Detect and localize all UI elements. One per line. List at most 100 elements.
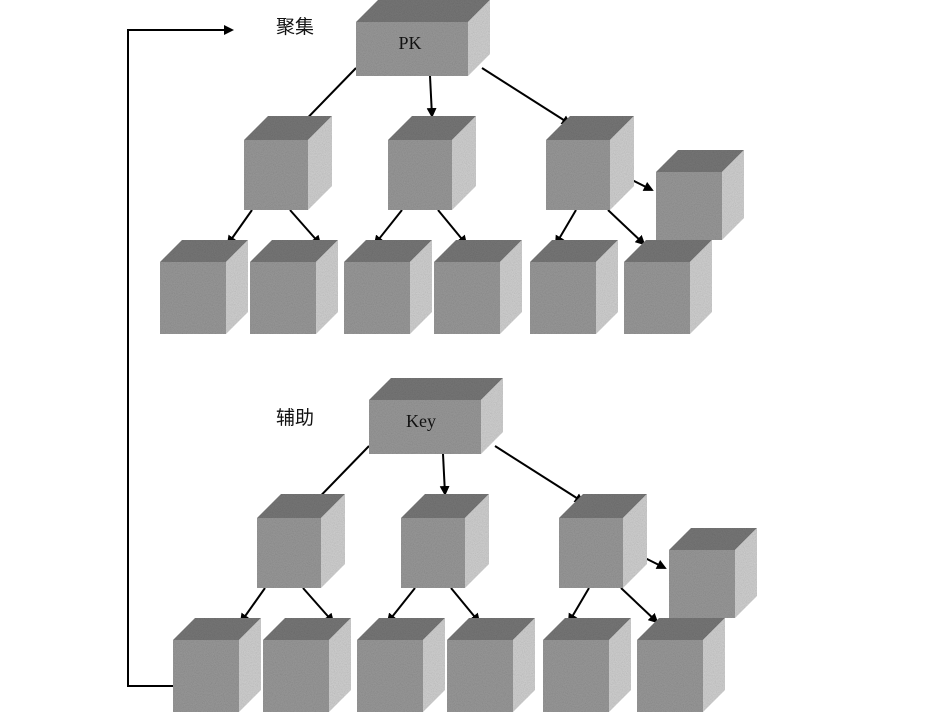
secondary-leaf-node: [543, 618, 631, 712]
cube-side-face: [468, 0, 490, 76]
cube-front-face: [357, 640, 423, 712]
secondary-edge-inner-to-leaf: [567, 587, 590, 624]
cube-side-face: [316, 240, 338, 334]
cube-top-face: [669, 528, 757, 550]
cube-side-face: [609, 618, 631, 712]
cube-front-face: [369, 400, 481, 454]
cube-side-face: [239, 618, 261, 712]
clustered-edge-root-to-inner: [481, 67, 572, 126]
clustered-leaf-node: [250, 240, 338, 334]
cube-front-face: [401, 518, 465, 588]
cube-front-face: [356, 22, 468, 76]
cube-front-face: [263, 640, 329, 712]
cube-side-face: [410, 240, 432, 334]
clustered-edge-inner-to-leaf: [554, 209, 577, 246]
secondary-edge-root-to-inner: [439, 453, 450, 496]
clustered-leaf-node: [530, 240, 618, 334]
cube-front-face: [160, 262, 226, 334]
cube-top-face: [173, 618, 261, 640]
cube-top-face: [656, 150, 744, 172]
cube-top-face: [344, 240, 432, 262]
cube-side-face: [596, 240, 618, 334]
cube-front-face: [447, 640, 513, 712]
clustered-root-text: PK: [398, 33, 421, 53]
cube-top-face: [369, 378, 503, 400]
cube-side-face: [722, 150, 744, 240]
clustered-leaf-node: [160, 240, 248, 334]
cube-top-face: [401, 494, 489, 518]
clustered-edge-inner-to-leaf: [289, 209, 322, 246]
secondary-edge-inner-to-leaf: [302, 587, 335, 624]
cube-side-face: [735, 528, 757, 618]
cube-side-face: [623, 494, 647, 588]
secondary-root-text: Key: [406, 411, 436, 431]
clustered-inner-node: [388, 116, 476, 210]
cube-front-face: [669, 550, 735, 618]
cube-top-face: [160, 240, 248, 262]
secondary-root-node: [369, 378, 503, 454]
secondary-edge-inner-to-leaf: [450, 587, 481, 624]
cube-top-face: [530, 240, 618, 262]
clustered-leaf-node: [624, 240, 712, 334]
secondary-edge-inner-to-leaf: [620, 587, 659, 624]
secondary-inner-node: [559, 494, 647, 588]
clustered-edge-inner-to-leaf: [607, 209, 646, 246]
secondary-inner-node: [401, 494, 489, 588]
cube-side-face: [465, 494, 489, 588]
clustered-edge-root-to-inner: [426, 75, 437, 118]
cube-top-face: [250, 240, 338, 262]
cube-front-face: [559, 518, 623, 588]
cube-front-face: [388, 140, 452, 210]
cube-side-face: [513, 618, 535, 712]
cube-top-face: [559, 494, 647, 518]
cube-top-face: [624, 240, 712, 262]
cube-side-face: [481, 378, 503, 454]
secondary-leaf-node: [447, 618, 535, 712]
cube-side-face: [690, 240, 712, 334]
cube-side-face: [423, 618, 445, 712]
clustered-index-label: 聚集: [276, 16, 314, 38]
clustered-root-node: [356, 0, 490, 76]
cube-top-face: [546, 116, 634, 140]
cube-front-face: [543, 640, 609, 712]
secondary-edge-root-to-inner: [494, 445, 585, 504]
secondary-leaf-node: [357, 618, 445, 712]
clustered-edge-inner-to-leaf: [226, 209, 253, 246]
cube-side-face: [500, 240, 522, 334]
secondary-overflow-page: [669, 528, 757, 618]
feedback-arrow: [127, 25, 234, 687]
cube-side-face: [226, 240, 248, 334]
cube-top-face: [447, 618, 535, 640]
cube-front-face: [546, 140, 610, 210]
feedback-loop: [127, 25, 234, 687]
cube-side-face: [703, 618, 725, 712]
cube-top-face: [356, 0, 490, 22]
cube-front-face: [656, 172, 722, 240]
tree-edges: [226, 67, 667, 624]
clustered-inner-node: [244, 116, 332, 210]
secondary-leaf-node: [263, 618, 351, 712]
cube-side-face: [308, 116, 332, 210]
clustered-overflow-page: [656, 150, 744, 240]
secondary-edge-inner-to-leaf: [239, 587, 266, 624]
cube-top-face: [543, 618, 631, 640]
cube-front-face: [173, 640, 239, 712]
cube-top-face: [388, 116, 476, 140]
cube-side-face: [452, 116, 476, 210]
cube-top-face: [637, 618, 725, 640]
cube-front-face: [250, 262, 316, 334]
secondary-index-label: 辅助: [276, 407, 314, 429]
tree-nodes: [160, 0, 757, 712]
cube-side-face: [329, 618, 351, 712]
cube-front-face: [624, 262, 690, 334]
clustered-leaf-node: [344, 240, 432, 334]
secondary-inner-node: [257, 494, 345, 588]
cube-top-face: [434, 240, 522, 262]
cube-top-face: [257, 494, 345, 518]
cube-front-face: [530, 262, 596, 334]
secondary-leaf-node: [173, 618, 261, 712]
clustered-edge-inner-to-leaf: [373, 209, 403, 246]
cube-front-face: [257, 518, 321, 588]
secondary-edge-inner-to-leaf: [386, 587, 416, 624]
cube-top-face: [263, 618, 351, 640]
